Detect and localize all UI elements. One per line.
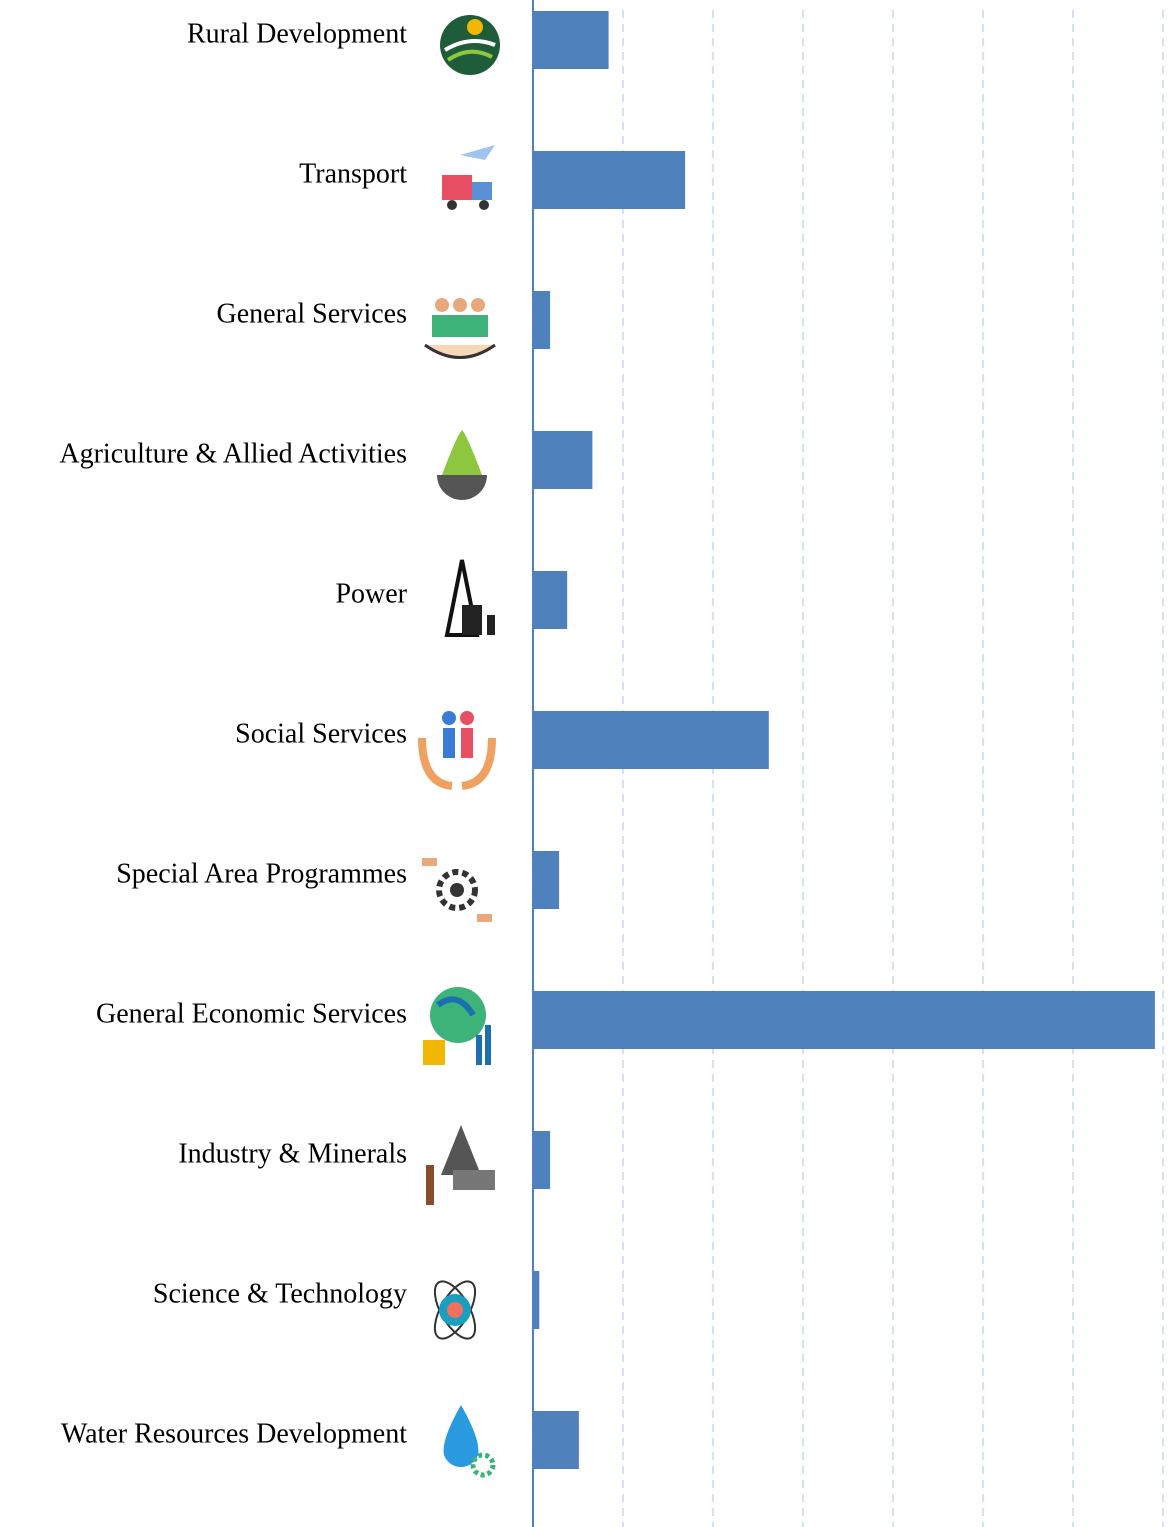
- icon-economic: [423, 987, 491, 1065]
- y-tick-label: Science & Technology: [153, 1278, 407, 1309]
- y-tick-label: Industry & Minerals: [178, 1138, 407, 1169]
- y-tick-label: Rural Development: [187, 18, 407, 49]
- icon-rural: [440, 15, 500, 75]
- y-tick-label: Power: [335, 578, 407, 609]
- icon-power: [444, 559, 495, 637]
- bar: [533, 11, 609, 69]
- y-tick-label: Social Services: [235, 718, 407, 749]
- bar: [533, 1411, 579, 1469]
- bar: [533, 991, 1155, 1049]
- bar: [533, 151, 686, 209]
- y-tick-label: Water Resources Development: [61, 1418, 407, 1449]
- icon-science: [433, 1280, 477, 1340]
- icon-water: [443, 1405, 496, 1478]
- icon-special-area: [422, 858, 492, 922]
- bar: [533, 1271, 540, 1329]
- icon-agriculture: [437, 430, 487, 500]
- bar: [533, 711, 769, 769]
- bar: [533, 1131, 551, 1189]
- y-tick-label: General Economic Services: [96, 998, 407, 1029]
- icon-transport: [442, 145, 495, 210]
- y-tick-label: Agriculture & Allied Activities: [59, 438, 407, 469]
- icon-industry: [426, 1125, 495, 1205]
- bar: [533, 291, 551, 349]
- y-tick-label: Special Area Programmes: [116, 858, 407, 889]
- bar: [533, 431, 593, 489]
- icons: [418, 15, 500, 1478]
- icon-social: [418, 711, 496, 790]
- bar: [533, 571, 568, 629]
- y-tick-label: General Services: [217, 298, 407, 329]
- icon-general-services: [424, 298, 496, 359]
- bar: [533, 851, 560, 909]
- y-tick-label: Transport: [299, 158, 407, 189]
